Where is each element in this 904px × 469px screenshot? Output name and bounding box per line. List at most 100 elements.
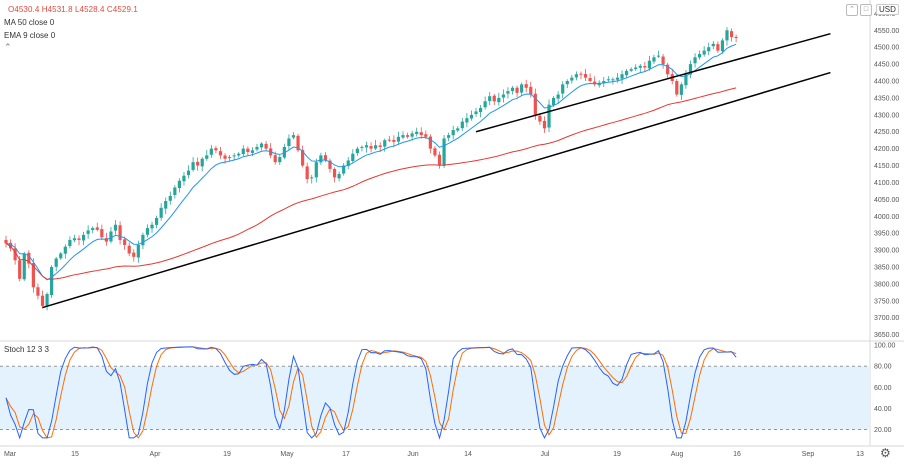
candle-down (132, 252, 136, 257)
candle-up (565, 81, 569, 85)
candle-up (684, 74, 688, 86)
candle-up (551, 97, 556, 106)
candle-up (679, 84, 683, 95)
price-tick-label: 3900.00 (874, 248, 899, 255)
price-tick-label: 4150.00 (874, 163, 899, 170)
candle-up (396, 136, 401, 142)
candle-down (4, 239, 8, 244)
candle-up (647, 60, 652, 69)
candle-down (118, 225, 122, 240)
candle-up (168, 195, 172, 201)
candle-up (205, 155, 209, 159)
candle-up (72, 238, 77, 241)
candle-up (383, 140, 387, 147)
stoch-tick-label: 80.00 (874, 364, 892, 371)
candle-up (337, 174, 341, 179)
candle-up (364, 145, 369, 148)
price-tick-label: 4300.00 (874, 112, 899, 119)
candle-down (666, 64, 670, 75)
price-tick-label: 4350.00 (874, 95, 899, 102)
candle-up (136, 245, 140, 258)
candle-up (488, 96, 492, 101)
candle-up (360, 146, 364, 148)
candle-down (529, 86, 533, 95)
candle-down (661, 56, 665, 65)
collapse-pane-icon[interactable]: ⌃ (846, 4, 858, 16)
stoch-d-line (5, 346, 737, 439)
candle-down (223, 155, 227, 159)
candle-down (18, 260, 22, 279)
time-tick-label: 17 (342, 451, 350, 458)
candle-down (538, 115, 542, 122)
candle-up (469, 114, 474, 119)
stoch-label[interactable]: Stoch 12 3 3 (4, 345, 49, 354)
time-tick-label: 15 (71, 451, 79, 458)
trendline (42, 71, 831, 309)
time-tick-label: Apr (150, 451, 162, 458)
candle-down (369, 146, 373, 149)
candle-up (465, 118, 469, 123)
currency-select[interactable]: USD (876, 4, 899, 15)
candle-up (510, 87, 515, 91)
candle-down (524, 84, 528, 88)
candle-down (424, 134, 428, 137)
candle-down (323, 155, 328, 161)
candle-down (675, 81, 679, 95)
time-tick-label: Jun (407, 451, 418, 458)
candle-down (27, 252, 31, 264)
candle-up (634, 67, 638, 70)
candle-up (483, 101, 487, 108)
candle-up (154, 217, 159, 225)
candle-down (583, 74, 588, 78)
candle-up (574, 74, 579, 78)
candle-up (611, 79, 615, 81)
candle-up (200, 158, 204, 167)
candle-down (246, 148, 250, 153)
maximize-pane-icon[interactable]: □ (860, 4, 872, 16)
candle-up (45, 294, 49, 306)
time-tick-label: 19 (223, 451, 231, 458)
candle-up (374, 145, 378, 149)
candle-up (342, 165, 346, 174)
candle-down (593, 81, 597, 85)
ema9-label[interactable]: EMA 9 close 0 (4, 31, 56, 40)
candle-up (460, 121, 464, 129)
chevron-icon[interactable]: ⌃ (4, 42, 12, 52)
candle-up (191, 162, 195, 170)
price-tick-label: 4400.00 (874, 79, 899, 86)
candle-up (501, 94, 505, 98)
price-tick-label: 4450.00 (874, 62, 899, 69)
candle-up (602, 81, 606, 83)
ma50-label[interactable]: MA 50 close 0 (4, 18, 55, 27)
candle-up (319, 155, 323, 163)
candle-up (451, 130, 455, 136)
candle-up (68, 239, 72, 246)
candle-down (8, 242, 13, 249)
candle-up (177, 180, 182, 189)
candle-down (378, 145, 382, 147)
candle-up (287, 138, 291, 147)
time-tick-label: 16 (733, 451, 741, 458)
price-tick-label: 3800.00 (874, 281, 899, 288)
candle-up (237, 153, 241, 156)
candle-up (698, 53, 702, 58)
candle-down (405, 135, 410, 137)
candle-down (428, 136, 432, 149)
candle-up (351, 153, 355, 162)
candle-up (447, 135, 451, 138)
candle-up (250, 150, 255, 153)
candle-up (355, 148, 359, 154)
time-tick-label: 19 (613, 451, 621, 458)
candle-up (159, 207, 163, 218)
candle-up (173, 187, 177, 196)
candle-up (109, 231, 113, 242)
candle-up (310, 177, 314, 179)
price-tick-label: 3950.00 (874, 231, 899, 238)
candle-up (456, 128, 460, 131)
candle-down (328, 160, 332, 169)
gear-icon[interactable]: ⚙ (880, 446, 891, 460)
candle-down (100, 229, 104, 238)
time-tick-label: Mar (4, 451, 17, 458)
